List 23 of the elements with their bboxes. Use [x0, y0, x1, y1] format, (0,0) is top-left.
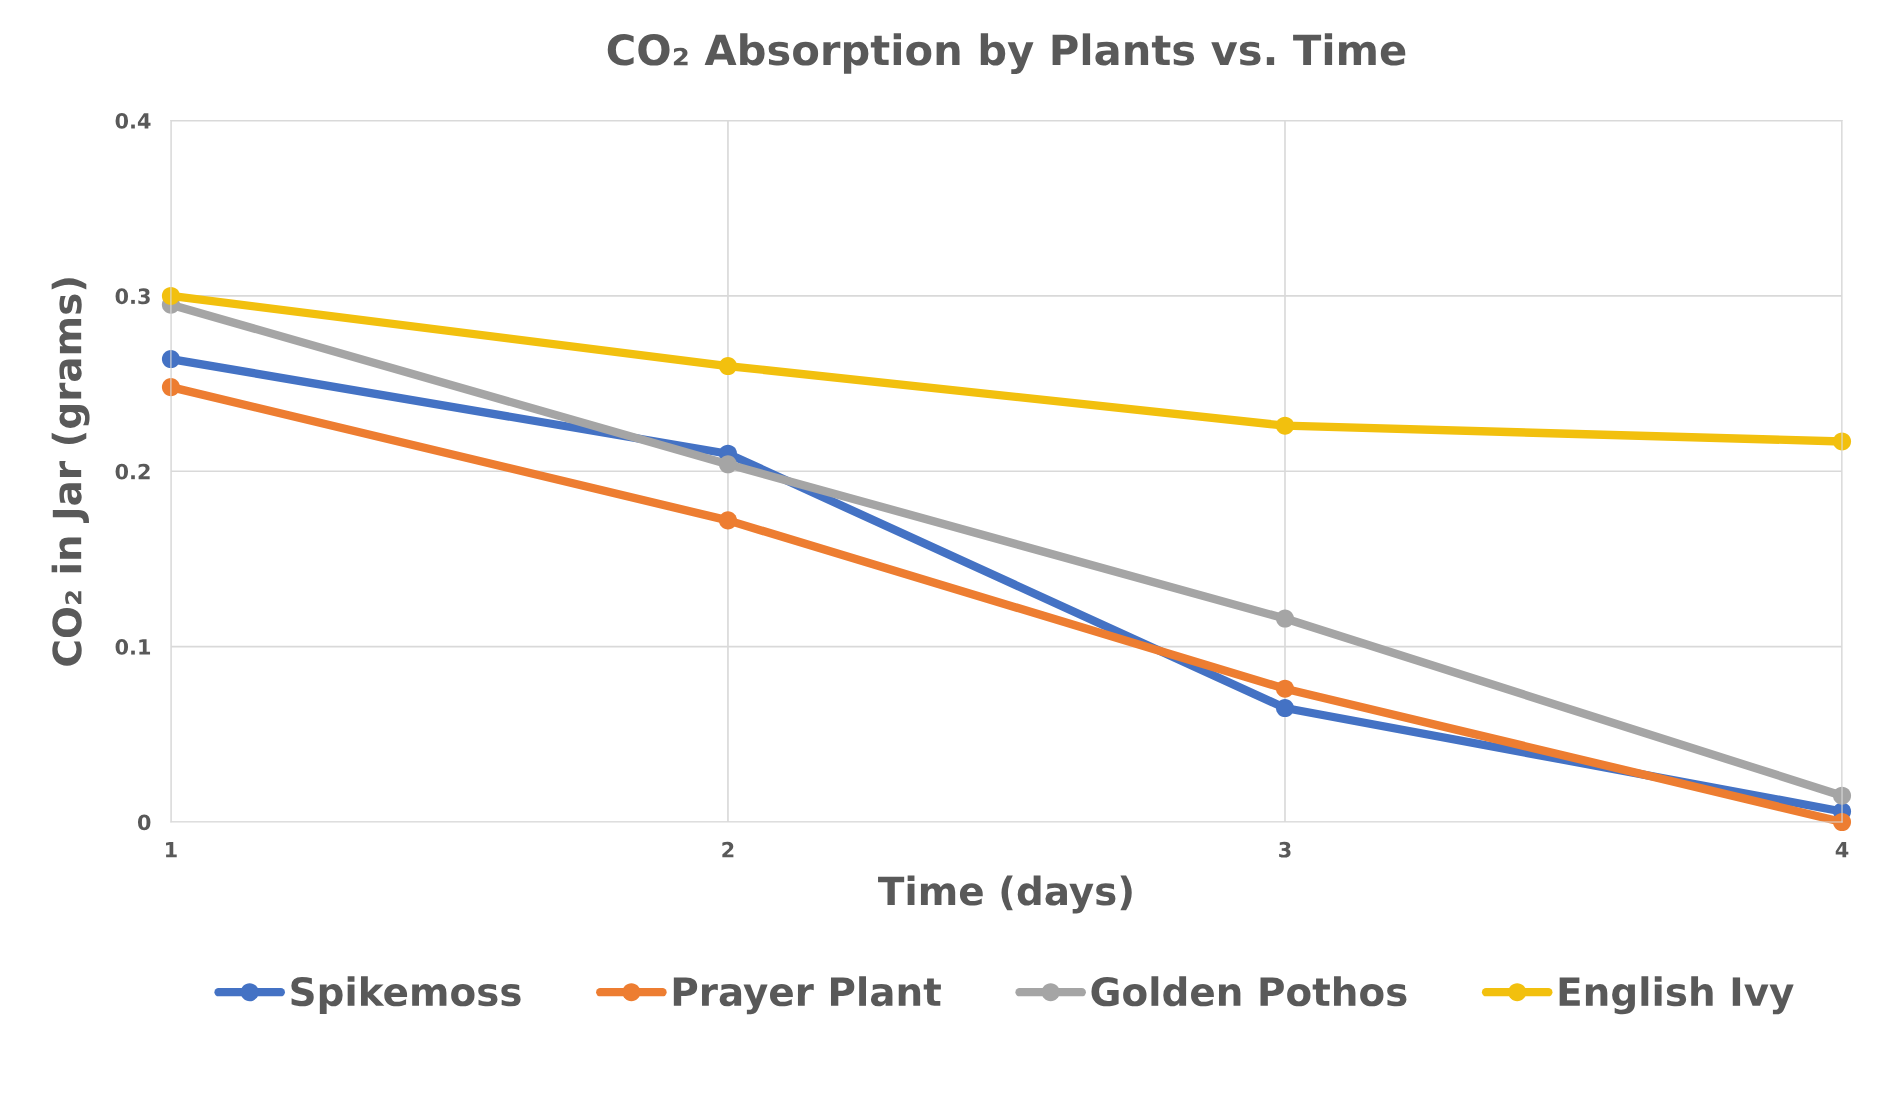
- legend-label: Spikemoss: [291, 976, 521, 1014]
- legend-label: Prayer Plant: [673, 976, 941, 1015]
- x-tick-label: 2: [722, 841, 734, 858]
- y-tick-label: 0: [137, 814, 151, 831]
- legend-label: Golden Pothos: [1091, 976, 1407, 1007]
- y-tick-label: 0.1: [115, 639, 151, 655]
- y-tick-label: 0.4: [115, 113, 151, 129]
- legend-label: English Ivy: [1559, 976, 1794, 1015]
- y-tick-label: 0.2: [115, 463, 150, 480]
- point: [1275, 698, 1295, 718]
- point: [718, 357, 737, 376]
- point: [1275, 609, 1295, 628]
- point: [1275, 416, 1295, 435]
- x-tick-label: 4: [1835, 842, 1849, 858]
- chart-title: CO₂ Absorption by Plants vs. Time: [607, 33, 1406, 74]
- y-axis-title: CO₂ in Jar (grams): [51, 278, 90, 666]
- x-axis-title: Time (days): [878, 875, 1132, 914]
- x-tick-label: 1: [166, 842, 177, 858]
- y-tick-label: 0.3: [115, 288, 150, 305]
- x-tick-label: 3: [1279, 841, 1291, 858]
- point: [718, 455, 737, 474]
- point: [1275, 679, 1295, 698]
- point: [718, 511, 737, 530]
